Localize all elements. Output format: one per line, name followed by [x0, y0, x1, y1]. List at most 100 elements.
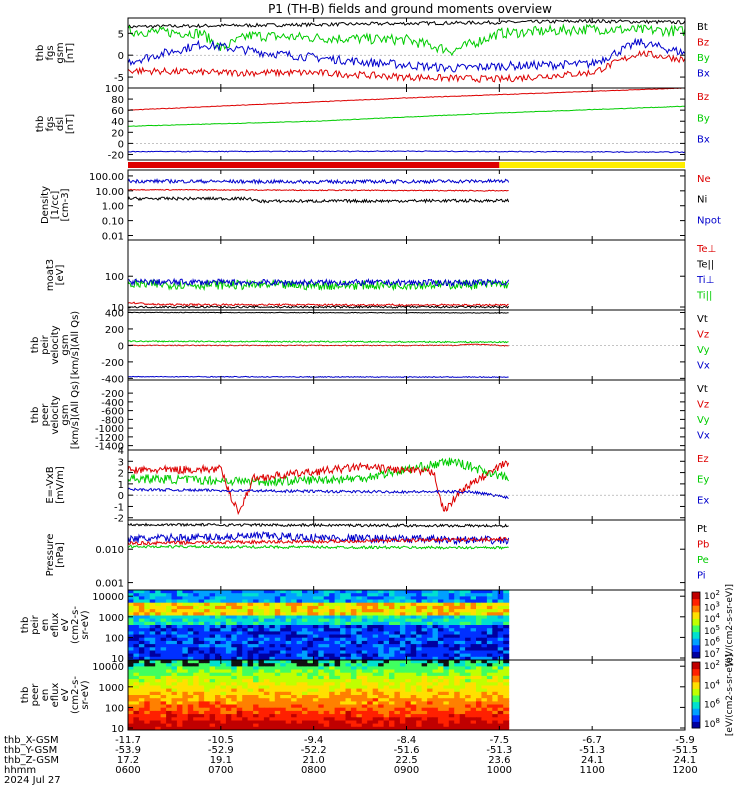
colorbar-swatch [692, 638, 700, 646]
spectrogram-cell [329, 590, 336, 594]
spectrogram-cell [405, 726, 412, 730]
legend-entry: Ey [697, 475, 709, 486]
spectrogram-cell [138, 628, 145, 632]
spectrogram-cell [361, 666, 368, 671]
spectrogram-cell [198, 653, 205, 658]
spectrogram-cell [280, 701, 287, 706]
spectrogram-cell [291, 647, 298, 652]
spectrogram-cell [253, 612, 260, 617]
series-group [128, 18, 685, 84]
spectrogram-cell [410, 650, 417, 655]
spectrogram-cell [459, 666, 466, 671]
spectrogram-cell [193, 612, 200, 617]
y-axis-label-line: sr-eV) [80, 680, 91, 709]
spectrogram-cell [274, 590, 281, 594]
spectrogram-cell [280, 609, 287, 613]
spectrogram-cell [361, 612, 368, 617]
x-tick-label: -51.3 [486, 745, 512, 756]
spectrogram-cell [497, 672, 504, 677]
spectrogram-cell [405, 596, 412, 601]
spectrogram-cell [247, 650, 254, 655]
spectrogram-cell [285, 675, 292, 680]
spectrogram-cell [253, 640, 260, 645]
spectrogram-cell [280, 605, 287, 610]
spectrogram-cell [356, 672, 363, 677]
spectrogram-cell [263, 707, 270, 712]
spectrogram-cell [307, 685, 314, 690]
spectrogram-cell [443, 615, 450, 620]
spectrogram-cell [318, 675, 325, 680]
spectrogram-cell [356, 656, 363, 660]
spectrogram-cell [486, 593, 493, 597]
spectrogram-cell [291, 707, 298, 712]
spectrogram-cell [269, 602, 276, 607]
spectrogram-cell [182, 707, 189, 712]
spectrogram-cell [389, 707, 395, 712]
spectrogram-cell [242, 675, 249, 680]
spectrogram-cell [171, 675, 178, 680]
spectrogram-cell [432, 666, 439, 671]
spectrogram-cell [356, 695, 363, 699]
spectrogram-cell [399, 714, 406, 718]
legend-entry: Vz [697, 330, 709, 341]
spectrogram-cell [220, 701, 227, 706]
spectrogram-cell [437, 602, 444, 607]
spectrogram-cell [410, 637, 417, 642]
spectrogram-cell [285, 612, 292, 617]
spectrogram-cell [481, 672, 488, 677]
spectrogram-cell [209, 682, 216, 687]
spectrogram-cell [437, 675, 444, 680]
spectrogram-cell [367, 720, 374, 725]
spectrogram-cell [356, 707, 363, 712]
spectrogram-cell [138, 618, 145, 623]
spectrogram-cell [329, 596, 336, 601]
y-tick-label: 1000 [99, 613, 124, 624]
spectrogram-cell [329, 599, 336, 604]
spectrogram-cell [225, 647, 232, 652]
spectrogram-cell [269, 707, 276, 712]
spectrogram-cell [204, 593, 211, 597]
legend-entry: Ni [697, 195, 707, 206]
spectrogram-cell [497, 685, 504, 690]
legend-entry: Ne [697, 174, 711, 185]
spectrogram-cell [334, 612, 341, 617]
spectrogram-cell [215, 596, 221, 601]
spectrogram-cell [285, 596, 292, 601]
spectrogram-cell [236, 707, 243, 712]
spectrogram-cell [410, 710, 417, 715]
spectrogram-cell [356, 625, 363, 629]
spectrogram-cell [389, 726, 395, 730]
spectrogram-cell [361, 723, 368, 728]
spectrogram-cell [476, 714, 482, 718]
spectrogram-cell [421, 640, 428, 645]
spectrogram-cell [497, 714, 504, 718]
spectrogram-cell [253, 615, 260, 620]
spectrogram-cell [176, 640, 183, 645]
colorbar-swatch [692, 688, 700, 696]
spectrogram-cell [350, 691, 357, 696]
spectrogram-cell [405, 679, 412, 683]
spectrogram-cell [144, 596, 151, 601]
spectrogram-cell [291, 605, 298, 610]
spectrogram-cell [378, 631, 385, 636]
spectrogram-cell [427, 695, 434, 699]
spectrogram-cell [209, 695, 216, 699]
spectrogram-cell [182, 679, 189, 683]
spectrogram-cell [225, 628, 232, 632]
spectrogram-cell [427, 599, 434, 604]
spectrogram-cell [296, 634, 303, 639]
spectrogram-cell [476, 593, 482, 597]
spectrogram-cell [302, 644, 308, 648]
spectrogram-cell [166, 726, 173, 730]
spectrogram-cell [176, 605, 183, 610]
spectrogram-cell [231, 628, 238, 632]
spectrogram-cell [236, 723, 243, 728]
spectrogram-cell [329, 717, 336, 722]
spectrogram-cell [405, 615, 412, 620]
spectrogram-cell [378, 672, 385, 677]
spectrogram-cell [394, 634, 401, 639]
spectrogram-cell [323, 653, 330, 658]
spectrogram-cell [160, 679, 167, 683]
spectrogram-cell [209, 691, 216, 696]
spectrogram-cell [160, 612, 167, 617]
